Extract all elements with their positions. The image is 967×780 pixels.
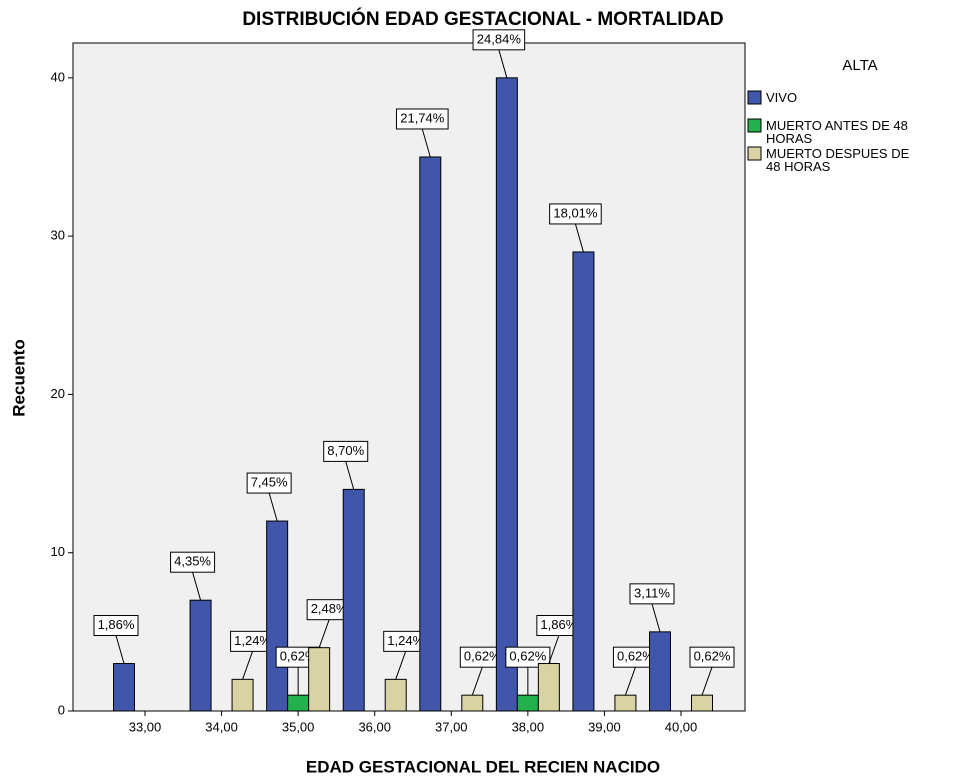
- x-tick-label: 36,00: [358, 719, 391, 734]
- bar: [516, 694, 539, 712]
- legend-title: ALTA: [842, 57, 877, 74]
- x-tick-label: 40,00: [665, 719, 698, 734]
- label-leader: [115, 635, 125, 664]
- label-leader: [192, 572, 202, 601]
- value-label-box: [395, 108, 449, 130]
- legend-swatch: [747, 118, 762, 133]
- value-label: 0,62%: [694, 649, 731, 664]
- label-leader: [624, 667, 636, 696]
- legend-label: MUERTO ANTES DE 48 HORAS: [766, 118, 908, 146]
- value-label: 1,24%: [387, 633, 424, 648]
- label-leader: [651, 603, 661, 632]
- value-label: 1,86%: [98, 617, 135, 632]
- legend-label: VIVO: [766, 90, 798, 105]
- label-leader: [318, 619, 330, 648]
- label-leader: [268, 492, 278, 522]
- y-axis-label: Recuento: [9, 339, 28, 416]
- value-label-box: [689, 646, 735, 668]
- label-leader: [395, 651, 407, 680]
- bar: [495, 77, 518, 712]
- value-label: 0,62%: [464, 649, 501, 664]
- value-label: 21,74%: [400, 110, 445, 125]
- value-label: 0,62%: [509, 649, 546, 664]
- bar: [572, 251, 595, 712]
- value-label: 8,70%: [327, 443, 364, 458]
- value-label: 0,62%: [617, 649, 654, 664]
- value-label: 1,24%: [234, 633, 271, 648]
- label-leader: [421, 128, 431, 158]
- y-tick-label: 20: [51, 386, 65, 401]
- value-label-box: [246, 472, 292, 494]
- value-label-box: [472, 29, 526, 51]
- bar: [461, 694, 484, 712]
- value-label-box: [629, 583, 675, 605]
- label-leader: [548, 635, 560, 664]
- bar: [342, 488, 365, 712]
- label-leader: [242, 651, 254, 680]
- chart-title: DISTRIBUCIÓN EDAD GESTACIONAL - MORTALID…: [242, 8, 723, 30]
- bar: [419, 156, 442, 712]
- y-tick-label: 30: [51, 228, 65, 243]
- bar: [113, 663, 135, 712]
- label-leader: [498, 49, 508, 78]
- bar: [308, 647, 331, 712]
- bar: [614, 694, 637, 712]
- legend-swatch: [747, 90, 762, 105]
- x-tick-label: 35,00: [282, 719, 315, 734]
- legend-swatch: [747, 146, 762, 161]
- x-tick-label: 33,00: [129, 719, 162, 734]
- bar: [649, 631, 671, 712]
- label-leader: [574, 223, 584, 253]
- value-label: 24,84%: [477, 31, 522, 46]
- x-tick-label: 39,00: [588, 719, 621, 734]
- value-label-box: [93, 615, 139, 637]
- bar: [287, 694, 310, 712]
- x-axis-label: EDAD GESTACIONAL DEL RECIEN NACIDO: [306, 757, 660, 776]
- label-leader: [701, 667, 713, 696]
- value-label-box: [505, 646, 551, 668]
- x-tick-label: 38,00: [512, 719, 545, 734]
- x-tick-label: 34,00: [205, 719, 238, 734]
- bar: [384, 678, 407, 712]
- value-label: 0,62%: [280, 649, 317, 664]
- value-label: 4,35%: [174, 554, 211, 569]
- legend-label: MUERTO DESPUES DE 48 HORAS: [766, 146, 910, 174]
- bar: [266, 520, 289, 712]
- bar: [231, 678, 254, 712]
- value-label: 7,45%: [251, 474, 288, 489]
- bar: [691, 694, 713, 712]
- value-label: 18,01%: [553, 205, 598, 220]
- bar: [537, 663, 560, 712]
- y-tick-label: 0: [58, 702, 65, 717]
- plot-area: [72, 42, 746, 712]
- value-label-box: [323, 440, 369, 462]
- y-tick-label: 40: [51, 69, 65, 84]
- value-label: 3,11%: [634, 585, 670, 600]
- x-tick-label: 37,00: [435, 719, 468, 734]
- y-tick-label: 10: [51, 544, 65, 559]
- value-label-box: [549, 203, 602, 225]
- value-label: 2,48%: [311, 601, 348, 616]
- value-label: 1,86%: [540, 617, 577, 632]
- label-leader: [345, 461, 355, 490]
- label-leader: [471, 667, 483, 696]
- value-label-box: [170, 551, 216, 573]
- bar: [189, 599, 212, 712]
